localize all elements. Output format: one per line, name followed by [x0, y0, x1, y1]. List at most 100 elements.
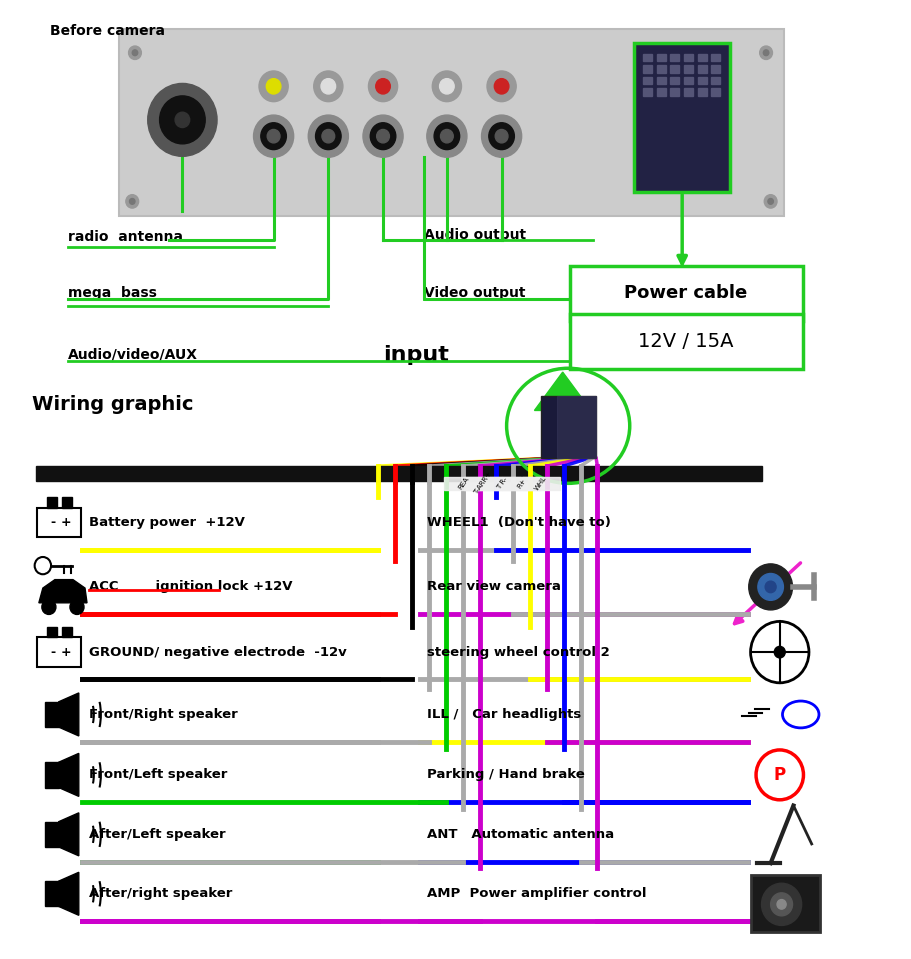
Text: P: P	[773, 766, 785, 784]
Bar	[697, 77, 706, 84]
Circle shape	[434, 123, 459, 150]
Bar	[45, 881, 58, 906]
FancyBboxPatch shape	[444, 477, 482, 490]
Circle shape	[315, 123, 341, 150]
Circle shape	[313, 71, 343, 102]
Text: T R-: T R-	[496, 476, 507, 491]
Text: input: input	[383, 345, 448, 364]
Circle shape	[42, 599, 56, 615]
Circle shape	[132, 50, 138, 56]
Circle shape	[368, 71, 397, 102]
Circle shape	[776, 900, 785, 909]
Text: T-ARR+: T-ARR+	[472, 471, 492, 496]
Bar	[751, 875, 819, 932]
Bar	[697, 65, 706, 73]
Text: -: -	[50, 645, 56, 659]
Circle shape	[259, 71, 288, 102]
Circle shape	[748, 564, 792, 610]
Circle shape	[266, 79, 281, 94]
Bar	[82, 807, 378, 861]
Text: Battery power  +12V: Battery power +12V	[89, 516, 245, 529]
Bar	[82, 748, 378, 802]
Bar	[642, 65, 651, 73]
Circle shape	[253, 115, 293, 157]
Bar	[642, 88, 651, 96]
Text: Power cable: Power cable	[623, 285, 747, 302]
Bar	[683, 65, 692, 73]
Text: REA: REA	[456, 476, 469, 491]
Bar	[670, 88, 679, 96]
Bar	[82, 867, 378, 921]
FancyBboxPatch shape	[521, 477, 559, 490]
Circle shape	[761, 883, 801, 925]
Circle shape	[481, 115, 521, 157]
Bar	[82, 625, 378, 679]
Circle shape	[70, 599, 84, 615]
Circle shape	[175, 112, 189, 128]
Circle shape	[126, 195, 138, 208]
Text: Audio/video/AUX: Audio/video/AUX	[68, 348, 199, 362]
Circle shape	[128, 46, 141, 59]
Bar	[711, 88, 720, 96]
Circle shape	[440, 129, 453, 143]
Circle shape	[321, 79, 335, 94]
Text: Video output: Video output	[424, 287, 525, 300]
FancyBboxPatch shape	[540, 396, 595, 458]
Bar	[36, 466, 761, 481]
Text: Rear view camera: Rear view camera	[426, 580, 560, 594]
Text: 12V / 15A: 12V / 15A	[638, 332, 732, 351]
Circle shape	[148, 83, 217, 156]
Bar	[62, 498, 72, 508]
Text: ACC        ignition lock +12V: ACC ignition lock +12V	[89, 580, 292, 594]
Circle shape	[426, 115, 466, 157]
Text: Audio output: Audio output	[424, 228, 526, 242]
Bar	[683, 88, 692, 96]
Bar	[656, 77, 665, 84]
Circle shape	[773, 646, 784, 658]
Bar	[62, 627, 72, 638]
Bar	[82, 687, 378, 742]
Circle shape	[770, 893, 792, 916]
Text: Wiring graphic: Wiring graphic	[32, 395, 193, 414]
Text: steering wheel control 2: steering wheel control 2	[426, 645, 609, 659]
Bar	[45, 822, 58, 847]
Bar	[656, 65, 665, 73]
Bar	[46, 627, 56, 638]
Circle shape	[375, 79, 390, 94]
Circle shape	[763, 195, 776, 208]
Bar	[670, 54, 679, 61]
Text: +: +	[60, 645, 71, 659]
Text: AMP  Power amplifier control: AMP Power amplifier control	[426, 887, 646, 901]
Polygon shape	[39, 579, 87, 603]
Text: After/right speaker: After/right speaker	[89, 887, 232, 901]
FancyBboxPatch shape	[502, 477, 540, 490]
Bar	[697, 54, 706, 61]
Bar	[683, 54, 692, 61]
Bar	[82, 560, 378, 615]
Circle shape	[764, 581, 775, 593]
Text: After/Left speaker: After/Left speaker	[89, 828, 226, 841]
Text: GROUND/ negative electrode  -12v: GROUND/ negative electrode -12v	[89, 645, 347, 659]
Bar	[683, 77, 692, 84]
FancyBboxPatch shape	[482, 477, 520, 490]
Text: +: +	[60, 516, 71, 529]
Circle shape	[322, 129, 334, 143]
Text: Front/Right speaker: Front/Right speaker	[89, 708, 238, 721]
Circle shape	[376, 129, 389, 143]
Text: WHL: WHL	[533, 475, 548, 492]
Text: WHEEL1  (Don't have to): WHEEL1 (Don't have to)	[426, 516, 610, 529]
FancyBboxPatch shape	[118, 29, 783, 216]
Bar	[656, 54, 665, 61]
Circle shape	[308, 115, 348, 157]
Bar	[37, 638, 81, 667]
Text: Parking / Hand brake: Parking / Hand brake	[426, 768, 584, 782]
FancyBboxPatch shape	[463, 477, 501, 490]
FancyBboxPatch shape	[569, 266, 802, 321]
Polygon shape	[58, 693, 78, 736]
Bar	[642, 77, 651, 84]
Polygon shape	[58, 813, 78, 855]
Circle shape	[439, 79, 454, 94]
Text: ILL /   Car headlights: ILL / Car headlights	[426, 708, 580, 721]
Text: ANT   Automatic antenna: ANT Automatic antenna	[426, 828, 613, 841]
Text: radio  antenna: radio antenna	[68, 230, 183, 244]
